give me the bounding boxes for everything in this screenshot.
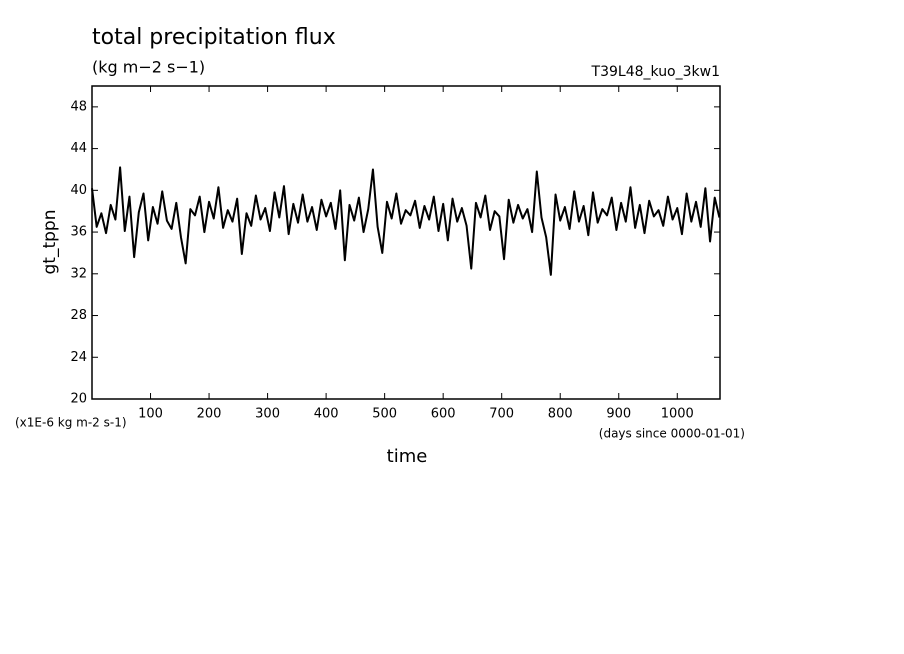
x-tick-label: 600 xyxy=(431,407,456,422)
y-tick-label: 20 xyxy=(70,392,87,407)
y-tick-label: 40 xyxy=(70,183,87,198)
plot-frame xyxy=(91,85,721,400)
y-tick-label: 48 xyxy=(70,99,87,114)
x-unit-label: (days since 0000-01-01) xyxy=(599,427,745,441)
chart-subtitle: (kg m−2 s−1) xyxy=(92,58,205,77)
x-tick-label: 800 xyxy=(548,407,573,422)
y-tick-label: 36 xyxy=(70,225,87,240)
data-line xyxy=(91,166,721,276)
x-axis-label: time xyxy=(387,446,428,467)
annotation: T39L48_kuo_3kw1 xyxy=(591,64,720,80)
x-tick-label: 500 xyxy=(372,407,397,422)
y-tick-label: 24 xyxy=(70,350,87,365)
y-unit-label: (x1E-6 kg m-2 s-1) xyxy=(15,416,127,430)
x-tick-label: 100 xyxy=(138,407,163,422)
y-tick-label: 28 xyxy=(70,308,87,323)
x-tick-label: 1000 xyxy=(661,407,694,422)
x-tick-label: 700 xyxy=(489,407,514,422)
y-tick-label: 32 xyxy=(70,266,87,281)
x-tick-label: 900 xyxy=(606,407,631,422)
x-tick-label: 200 xyxy=(197,407,222,422)
x-tick-label: 300 xyxy=(255,407,280,422)
y-axis-label: gt_tppn xyxy=(40,210,60,275)
x-tick-label: 400 xyxy=(314,407,339,422)
chart-title: total precipitation flux xyxy=(92,25,336,50)
y-tick-label: 44 xyxy=(70,141,87,156)
